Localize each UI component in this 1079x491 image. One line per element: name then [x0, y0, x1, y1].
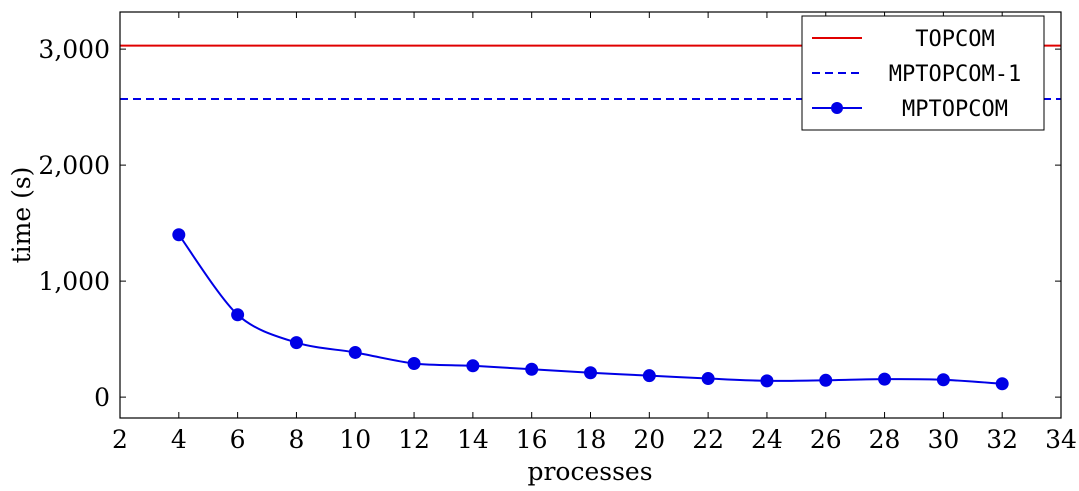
legend-marker: [831, 102, 843, 114]
series-line-mptopcom: [178, 234, 1003, 385]
data-point: [231, 308, 245, 322]
data-point: [642, 369, 656, 383]
x-tick-label: 16: [516, 425, 548, 454]
legend-label: MPTOPCOM: [902, 97, 1008, 122]
x-tick-label: 26: [810, 425, 842, 454]
legend-label: MPTOPCOM-1: [889, 62, 1021, 87]
data-point: [936, 373, 950, 387]
legend: TOPCOM MPTOPCOM-1 MPTOPCOM: [801, 15, 1045, 131]
x-tick-label: 8: [288, 425, 304, 454]
data-point: [289, 336, 303, 350]
axis-ticks: 2 4 6 8 10 12 14 16 18 20 22 24 26 28 30 32 3401,0002,00…: [38, 12, 1077, 454]
x-tick-label: 18: [575, 425, 607, 454]
y-tick-label: 2,000: [38, 151, 110, 180]
x-tick-label: 10: [339, 425, 371, 454]
x-tick-label: 34: [1045, 425, 1077, 454]
data-point: [172, 228, 186, 242]
x-tick-label: 32: [986, 425, 1018, 454]
x-tick-label: 30: [927, 425, 959, 454]
data-point: [701, 372, 715, 386]
legend-label: TOPCOM: [915, 27, 994, 52]
data-point: [348, 345, 362, 359]
data-point: [407, 356, 421, 370]
data-point: [466, 359, 480, 373]
data-point: [878, 372, 892, 386]
x-tick-label: 22: [692, 425, 724, 454]
data-point: [760, 374, 774, 388]
plot-frame: [119, 11, 1062, 419]
x-tick-label: 20: [633, 425, 665, 454]
data-point: [584, 366, 597, 380]
y-tick-label: 3,000: [38, 35, 110, 64]
x-tick-label: 24: [751, 425, 783, 454]
x-tick-label: 6: [230, 425, 246, 454]
y-tick-label: 0: [94, 383, 110, 412]
data-point: [819, 373, 833, 387]
x-tick-label: 28: [869, 425, 901, 454]
x-axis-label: processes: [527, 457, 652, 486]
x-tick-label: 14: [457, 425, 489, 454]
data-point: [525, 362, 539, 376]
x-tick-label: 4: [171, 425, 187, 454]
data-point: [995, 377, 1009, 391]
x-tick-label: 2: [112, 425, 128, 454]
y-tick-label: 1,000: [38, 267, 110, 296]
x-tick-label: 12: [398, 425, 430, 454]
y-axis-label: time (s): [7, 167, 36, 264]
